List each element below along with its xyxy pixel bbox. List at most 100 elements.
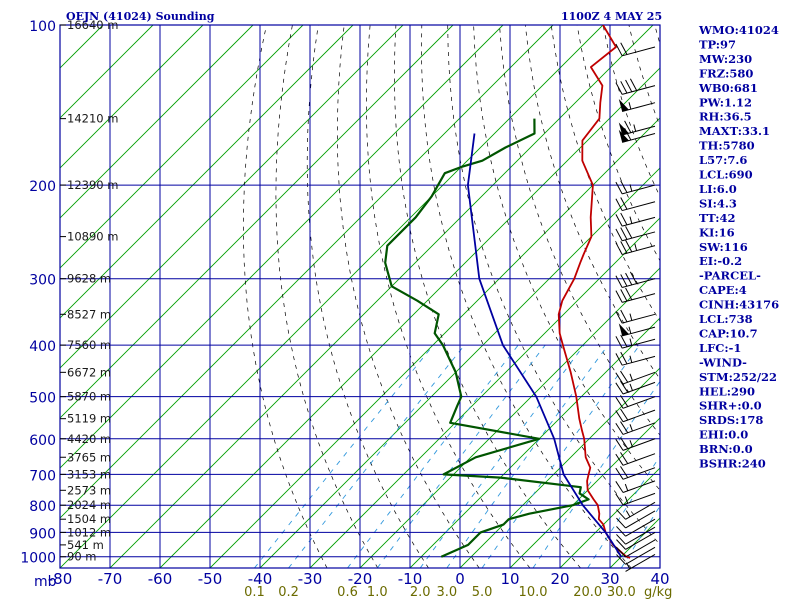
isotherm-line [359, 267, 660, 568]
dry-adiabat-line [336, 25, 480, 568]
index-entry: BRN:0.0 [699, 442, 753, 456]
height-label: 1504 m [67, 512, 111, 526]
wind-barb-feather [625, 226, 633, 239]
mixing-ratio-line [532, 380, 660, 568]
dry-adiabat-line [243, 25, 328, 568]
temperature-tick-label: -40 [248, 570, 273, 588]
parcel-line [467, 133, 623, 558]
wind-barb-pennant [618, 98, 629, 112]
mixing-ratio-tick-label: 1.0 [367, 585, 388, 600]
temperature-tick-label: -20 [348, 570, 373, 588]
height-label: 3153 m [67, 467, 111, 481]
height-label: 2573 m [67, 483, 111, 497]
wind-barb-staff [622, 184, 656, 195]
height-label: 14210 m [67, 112, 118, 126]
isotherm-line [0, 25, 53, 568]
mixing-ratio-line [587, 455, 660, 568]
wind-barb [616, 518, 656, 537]
wind-barb-feather [620, 408, 629, 421]
mixing-ratio-tick-label: 20.0 [573, 585, 602, 600]
index-entry: SI:4.3 [699, 196, 737, 210]
mixing-ratio-layer [254, 344, 660, 568]
pressure-tick-label: 800 [29, 499, 56, 515]
height-label: 90 m [67, 550, 97, 564]
dewpoint-line [384, 118, 590, 558]
wind-barb-feather [625, 79, 633, 93]
index-entry: -WIND- [699, 355, 747, 369]
height-label: 5870 m [67, 390, 111, 404]
height-label: 8527 m [67, 307, 111, 321]
index-entry: CAPE:4 [699, 283, 747, 297]
wind-barb-feather [615, 336, 623, 349]
isotherm-line [60, 25, 304, 269]
wind-barb-feather [620, 370, 629, 383]
wind-barb-feather [616, 534, 626, 545]
wind-barb [615, 437, 656, 451]
index-entry: LCL:738 [699, 312, 753, 326]
wind-barb [616, 501, 656, 520]
wind-barb [618, 98, 656, 112]
wind-barb-staff [622, 438, 656, 451]
wind-barb-half-feather [629, 338, 633, 346]
isotherm-line [109, 25, 654, 568]
height-label: 4420 m [67, 432, 111, 446]
dry-adiabats-layer [243, 25, 800, 568]
wind-barb-staff [622, 467, 656, 480]
wind-barb-feather [620, 289, 628, 302]
wind-barb-staff [622, 216, 656, 227]
index-entry: TT:42 [699, 211, 736, 225]
wind-barb-feather [615, 214, 623, 227]
isotherm-line [509, 417, 660, 568]
wind-barb [615, 226, 656, 242]
wind-barb-half-feather [625, 562, 631, 570]
isotherm-line [60, 25, 454, 419]
wind-barb-staff [625, 526, 656, 545]
wind-barb-feather [616, 509, 626, 520]
index-entry: SHR+:0.0 [699, 399, 762, 413]
wind-barb-staff [622, 231, 656, 242]
wind-barb-feather [624, 120, 632, 133]
pressure-unit-label: mb [34, 574, 57, 590]
height-label: 5119 m [67, 412, 111, 426]
mixing-ratio-tick-label: 0.1 [244, 585, 265, 600]
wind-barb-feather [620, 421, 629, 434]
index-entry: CINH:43176 [699, 298, 779, 312]
dry-adiabat-line [784, 25, 800, 568]
wind-barb-staff [622, 480, 656, 493]
wind-barb-pennant [618, 323, 629, 336]
wind-barb-feather [620, 241, 628, 254]
wind-barb [615, 370, 656, 385]
wind-barb-pennant [618, 129, 629, 143]
temperature-tick-label: 10 [500, 570, 519, 588]
wind-barb-staff [622, 355, 656, 366]
wind-barb-half-feather [624, 496, 629, 504]
wind-barb-staff [622, 133, 656, 143]
wind-barb-feather [625, 272, 633, 286]
index-entry: -PARCEL- [699, 269, 761, 283]
wind-barb-feather [615, 410, 624, 423]
wind-barb-staff [622, 201, 656, 212]
index-entry: L57:7.6 [699, 153, 747, 167]
isotherm-line [159, 67, 660, 568]
wind-barb-feather [615, 372, 624, 385]
isotherm-line [60, 25, 204, 169]
height-labels-layer: 16640 m 14210 m 12390 m 10890 m 9628 m 8527 m… [60, 18, 118, 564]
pressure-tick-label: 900 [29, 526, 56, 542]
wind-barb [615, 309, 656, 324]
height-label: 9628 m [67, 272, 111, 286]
wind-barb-half-feather [629, 313, 633, 321]
wind-barb-half-feather [628, 326, 632, 334]
wind-barb-feather [615, 275, 623, 288]
wind-barb-staff [622, 409, 656, 423]
wind-barb [618, 120, 656, 136]
wind-barb-feather [615, 353, 623, 366]
wind-barb-feather [615, 290, 623, 303]
isotherm-line [259, 167, 660, 568]
wind-barb [616, 539, 656, 558]
wind-barb-feather [615, 181, 623, 195]
index-entry: SRDS:178 [699, 413, 763, 427]
wind-barb-staff [622, 338, 656, 349]
wind-barb-feather [620, 334, 628, 348]
index-entry: HEL:290 [699, 384, 755, 398]
